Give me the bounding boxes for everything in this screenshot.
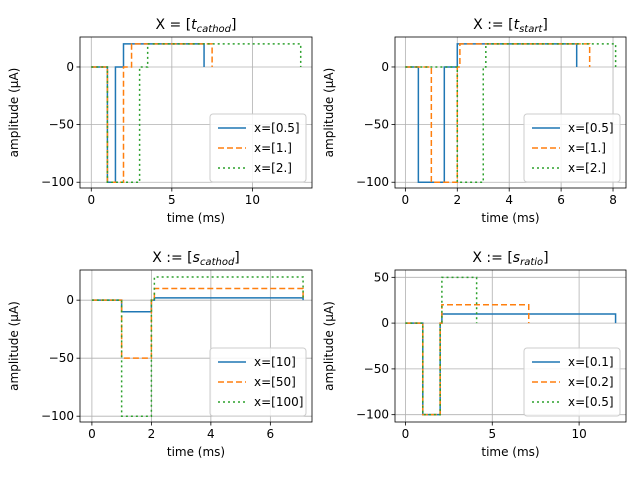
series-line-2 <box>405 304 530 416</box>
legend-box <box>209 113 307 183</box>
y-axis-label: amplitude (µA) <box>7 301 21 391</box>
x-axis-label: time (ms) <box>167 211 225 225</box>
subplot-title: X := [tstart] <box>473 17 548 35</box>
x-tick-label: 10 <box>245 193 260 207</box>
legend-label-1: x=[0.5] <box>568 121 614 135</box>
y-tick-label: −100 <box>41 175 74 189</box>
series-group <box>405 276 617 416</box>
legend-label-1: x=[0.5] <box>254 121 300 135</box>
y-tick-label: −100 <box>356 175 389 189</box>
x-tick-label: 2 <box>148 427 156 441</box>
legend: x=[0.1] x=[0.2] x=[0.5] <box>523 347 621 417</box>
x-axis-label: time (ms) <box>481 445 539 459</box>
y-tick-label: −50 <box>364 118 389 132</box>
legend-label-2: x=[50] <box>254 375 296 389</box>
legend: x=[10] x=[50] x=[100] <box>209 347 307 417</box>
subplot-t-cathod: X = [tcathod] time (ms) amplitude (µA) 0… <box>7 17 313 225</box>
legend-box <box>523 347 621 417</box>
legend-label-2: x=[0.2] <box>568 375 614 389</box>
y-tick-label: −100 <box>356 408 389 422</box>
y-tick-label: 0 <box>381 60 389 74</box>
y-tick-label: 0 <box>66 60 74 74</box>
y-tick-label: 0 <box>381 316 389 330</box>
x-tick-label: 0 <box>88 427 96 441</box>
series-group <box>91 276 304 417</box>
legend-label-3: x=[0.5] <box>568 395 614 409</box>
legend-box <box>209 347 307 417</box>
axes-frame <box>394 36 627 189</box>
legend: x=[0.5] x=[1.] x=[2.] <box>209 113 307 183</box>
subplot-title: X := [scathod] <box>152 250 240 268</box>
series-line-3 <box>405 43 617 183</box>
x-tick-label: 5 <box>488 427 496 441</box>
series-line-3 <box>91 276 304 417</box>
y-axis-label: amplitude (µA) <box>322 68 336 158</box>
x-tick-label: 2 <box>453 193 461 207</box>
subplot-t-start: X := [tstart] time (ms) amplitude (µA) 0… <box>322 17 627 225</box>
x-tick-label: 4 <box>505 193 513 207</box>
subplot-title: X := [sratio] <box>472 250 548 268</box>
axes-frame <box>79 36 313 189</box>
y-tick-label: −50 <box>49 118 74 132</box>
legend-label-3: x=[100] <box>254 395 303 409</box>
y-tick-label: −50 <box>49 351 74 365</box>
legend-label-2: x=[1.] <box>568 141 606 155</box>
legend-box <box>523 113 621 183</box>
x-axis-label: time (ms) <box>481 211 539 225</box>
series-group <box>405 43 617 183</box>
x-tick-label: 8 <box>609 193 617 207</box>
x-axis-label: time (ms) <box>167 445 225 459</box>
x-tick-label: 10 <box>571 427 586 441</box>
y-tick-label: −50 <box>364 362 389 376</box>
y-tick-label: 0 <box>66 293 74 307</box>
subplot-title: X = [tcathod] <box>155 17 236 35</box>
y-tick-label: 50 <box>374 270 389 284</box>
x-tick-label: 0 <box>402 193 410 207</box>
axes-frame <box>79 269 313 423</box>
legend-label-2: x=[1.] <box>254 141 292 155</box>
legend-label-1: x=[10] <box>254 355 296 369</box>
legend-label-3: x=[2.] <box>254 161 292 175</box>
y-axis-label: amplitude (µA) <box>322 301 336 391</box>
series-group <box>91 43 302 183</box>
x-tick-label: 5 <box>168 193 176 207</box>
x-tick-label: 6 <box>267 427 275 441</box>
subplot-s-cathod: X := [scathod] time (ms) amplitude (µA) … <box>7 250 313 459</box>
y-axis-label: amplitude (µA) <box>7 68 21 158</box>
series-line-1 <box>91 43 205 183</box>
legend: x=[0.5] x=[1.] x=[2.] <box>523 113 621 183</box>
legend-label-1: x=[0.1] <box>568 355 614 369</box>
subplot-s-ratio: X := [sratio] time (ms) amplitude (µA) 0… <box>322 250 627 459</box>
x-tick-label: 4 <box>207 427 215 441</box>
x-tick-label: 0 <box>402 427 410 441</box>
x-tick-label: 0 <box>87 193 95 207</box>
series-line-2 <box>91 43 213 183</box>
axes-frame <box>394 269 627 423</box>
x-tick-label: 6 <box>557 193 565 207</box>
y-tick-label: −100 <box>41 409 74 423</box>
series-line-3 <box>405 276 478 416</box>
legend-label-3: x=[2.] <box>568 161 606 175</box>
